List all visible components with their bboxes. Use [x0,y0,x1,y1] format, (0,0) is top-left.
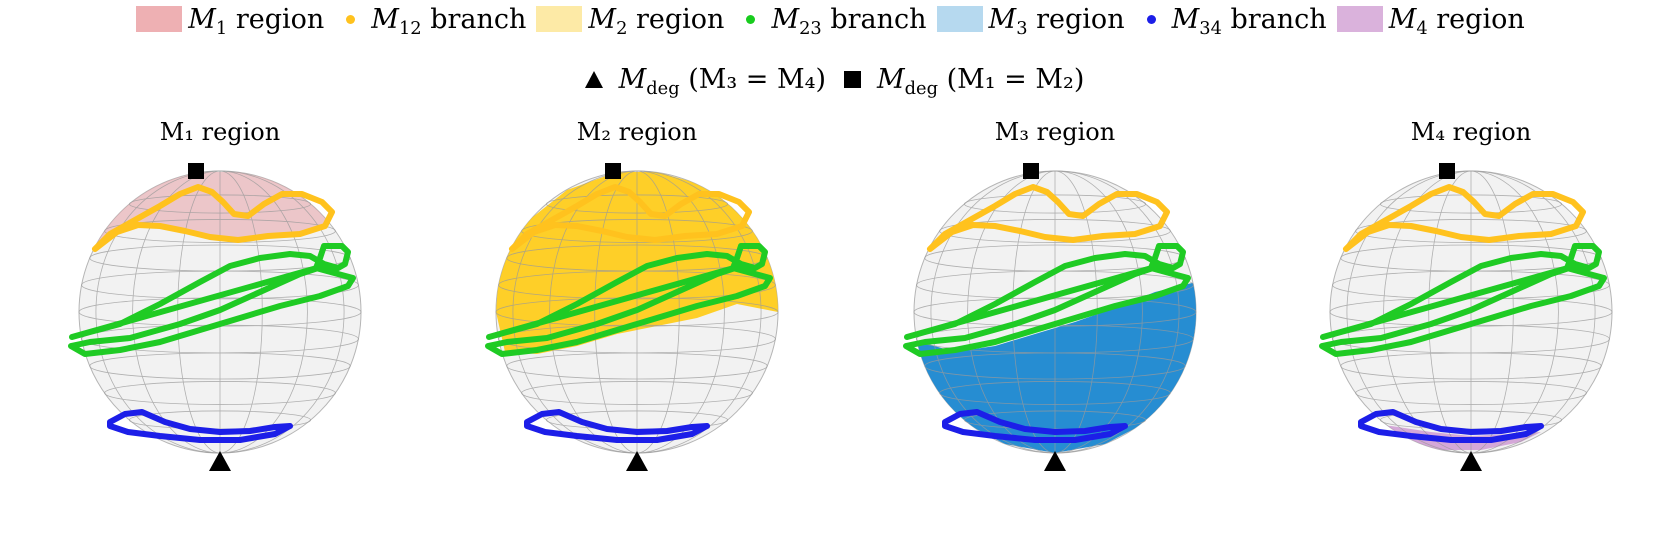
panel-title-1: M₁ region [159,118,281,146]
panel-title-4: M₄ region [1410,118,1532,146]
legend-row-2: Mdeg (M₃ = M₄) Mdeg (M₁ = M₂) [0,58,1661,100]
legend-marker-label: Mdeg (M₁ = M₂) [877,63,1085,99]
panel-title-3: M₃ region [994,118,1116,146]
legend-label: M23 branch [771,3,927,39]
sphere-panels [68,163,1613,471]
m23-branch-curve [903,243,1191,357]
square-marker [605,163,621,179]
sphere-panel-2 [485,163,779,471]
triangle-marker [209,451,231,471]
legend-marker-item-2: Mdeg (M₁ = M₂) [836,63,1085,99]
legend-label: M3 region [988,3,1125,39]
sphere-panel-4 [1319,163,1613,471]
legend-item-6: M34 branch [1135,3,1327,39]
triangle-marker [626,451,648,471]
square-marker-icon [844,70,861,88]
m34-branch-curve [524,409,710,443]
legend-swatch [536,6,583,32]
legend-swatch [136,6,183,32]
m34-branch-curve [942,409,1128,443]
m12-branch-curve [1343,184,1586,252]
m34-branch-curve [1358,409,1544,443]
legend-dot [1146,14,1156,24]
legend-item-1: M1 region [136,3,325,39]
legend-label: M12 branch [371,3,527,39]
legend-swatch [936,6,983,32]
legend-label: M34 branch [1171,3,1327,39]
legend-swatch [1336,6,1383,32]
sphere-panel-3 [903,163,1197,471]
m34-branch-curve [107,409,293,443]
square-marker [1023,163,1039,179]
legend-row-1: M1 region M12 branch M2 region M23 branch M3… [0,0,1661,38]
m12-branch-curve [509,184,752,252]
sphere-grid [913,170,1197,454]
legend-item-7: M4 region [1336,3,1525,39]
legend-label: M1 region [188,3,325,39]
square-marker [188,163,204,179]
m12-branch-curve [92,184,335,252]
legend-marker-label: Mdeg (M₃ = M₄) [618,63,826,99]
legend-item-4: M23 branch [734,3,927,39]
legend-marker-item-1: Mdeg (M₃ = M₄) [577,63,826,99]
legend-label: M2 region [588,3,725,39]
m23-branch-curve [1319,243,1607,357]
m12-branch-curve [927,184,1170,252]
triangle-marker [1460,451,1482,471]
legend-item-3: M2 region [536,3,725,39]
triangle-marker [1044,451,1066,471]
legend-item-2: M12 branch [334,3,527,39]
legend-label: M4 region [1388,3,1525,39]
legend-dot [346,14,356,24]
legend-item-5: M3 region [936,3,1125,39]
panel-title-2: M₂ region [576,118,698,146]
m23-branch-curve [68,243,356,357]
triangle-marker-icon [584,70,603,88]
square-marker [1439,163,1455,179]
legend-dot [746,14,756,24]
m23-branch-curve [485,243,773,357]
sphere-panel-1 [68,163,362,471]
